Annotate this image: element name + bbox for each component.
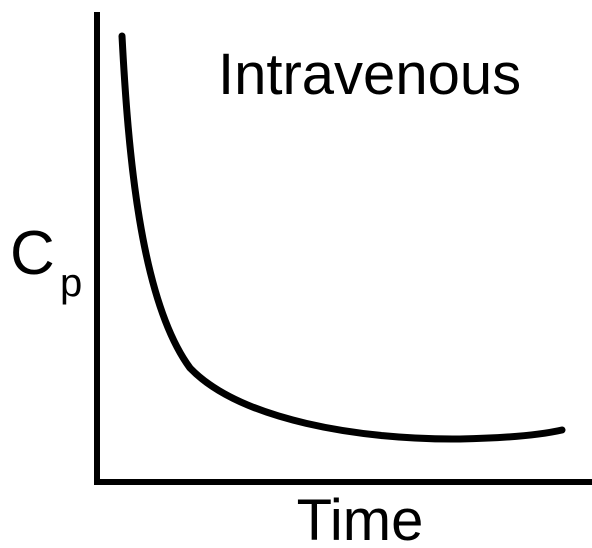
y-axis-label: C xyxy=(10,219,55,288)
title: Intravenous xyxy=(218,42,521,107)
concentration-curve xyxy=(118,32,566,443)
y-axis-subscript: p xyxy=(60,261,82,305)
x-axis-label: Time xyxy=(297,488,424,548)
